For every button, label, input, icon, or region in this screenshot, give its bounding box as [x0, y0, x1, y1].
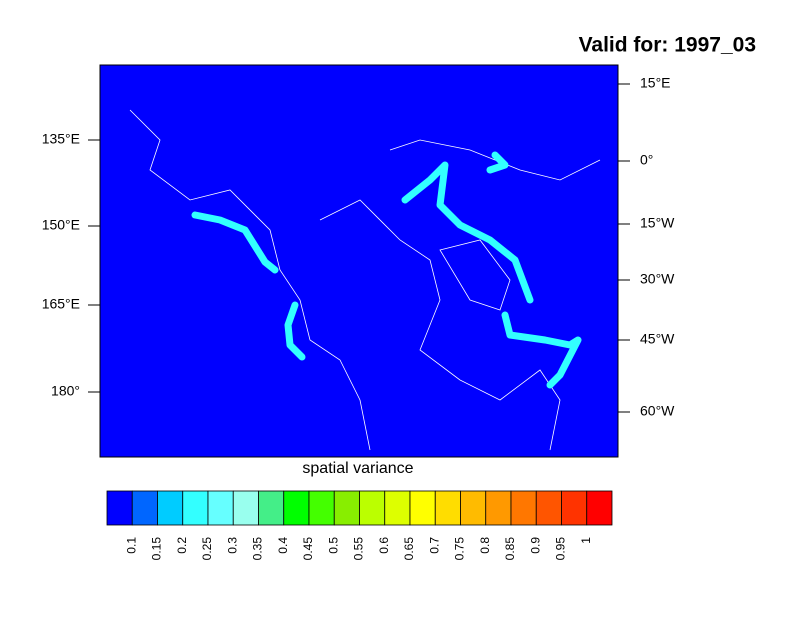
color-box — [131, 490, 158, 526]
colorbar-label: 0.35 — [251, 537, 265, 561]
color-box — [333, 490, 360, 526]
right-label: 0° — [640, 152, 653, 168]
color-box — [182, 490, 209, 526]
color-box — [283, 490, 310, 526]
coastlines — [129, 109, 601, 451]
colorbar-label: 0.5 — [326, 537, 340, 554]
right-label: 45°W — [640, 331, 675, 347]
colorbar-label: 0.25 — [200, 537, 214, 561]
colorbar-label: 0.4 — [276, 537, 290, 554]
colorbar-label: 0.55 — [352, 537, 366, 561]
island — [439, 239, 511, 311]
highlight-band — [501, 311, 582, 389]
right-label: 15°E — [640, 75, 671, 91]
right-label: 30°W — [640, 271, 675, 287]
colorbar: 0.1 0.15 0.2 0.25 0.3 0.35 0.4 0.45 0.5 0.55 0.6 0.… — [106, 490, 613, 561]
color-box — [485, 490, 512, 526]
right-label: 60°W — [640, 403, 675, 419]
coast — [389, 139, 601, 181]
color-box — [409, 490, 436, 526]
left-label: 150°E — [42, 217, 80, 233]
colorbar-label: 0.45 — [301, 537, 315, 561]
colorbar-label: 0.75 — [453, 537, 467, 561]
color-box — [258, 490, 285, 526]
colorbar-label: 0.7 — [427, 537, 441, 554]
color-box — [232, 490, 259, 526]
highlights — [191, 151, 582, 389]
coast — [129, 109, 371, 451]
color-box — [561, 490, 588, 526]
highlight-band — [284, 301, 306, 361]
left-label: 180° — [51, 383, 80, 399]
title: Valid for: 1997_03 — [579, 34, 756, 57]
colorbar-label: 0.8 — [478, 537, 492, 554]
highlight-band — [191, 211, 279, 274]
left-label: 165°E — [42, 296, 80, 312]
colorbar-label: 0.2 — [175, 537, 189, 554]
map-area — [99, 64, 619, 458]
colorbar-label: 0.15 — [150, 537, 164, 561]
highlight-band — [401, 161, 534, 304]
color-box — [106, 490, 133, 526]
right-label: 15°W — [640, 215, 675, 231]
color-box — [157, 490, 184, 526]
color-box — [434, 490, 461, 526]
left-label: 135°E — [42, 131, 80, 147]
colorbar-label: 0.6 — [377, 537, 391, 554]
color-box — [207, 490, 234, 526]
color-box — [359, 490, 386, 526]
highlight-band — [486, 151, 509, 174]
color-box — [510, 490, 537, 526]
colorbar-label: 0.1 — [124, 537, 138, 554]
color-box — [308, 490, 335, 526]
x-label: spatial variance — [302, 460, 413, 477]
colorbar-label: 0.3 — [225, 537, 239, 554]
left-labels: 135°E 150°E 165°E 180° — [42, 131, 100, 399]
colorbar-label: 0.9 — [528, 537, 542, 554]
color-box — [586, 490, 613, 526]
colorbar-label: 0.85 — [503, 537, 517, 561]
colorbar-label: 0.95 — [554, 537, 568, 561]
coast — [319, 199, 561, 451]
colorbar-label: 1 — [579, 537, 593, 544]
right-labels: 15°E 0° 15°W 30°W 45°W 60°W — [618, 75, 675, 419]
colorbar-label: 0.65 — [402, 537, 416, 561]
color-box — [460, 490, 487, 526]
color-box — [384, 490, 411, 526]
color-box — [535, 490, 562, 526]
